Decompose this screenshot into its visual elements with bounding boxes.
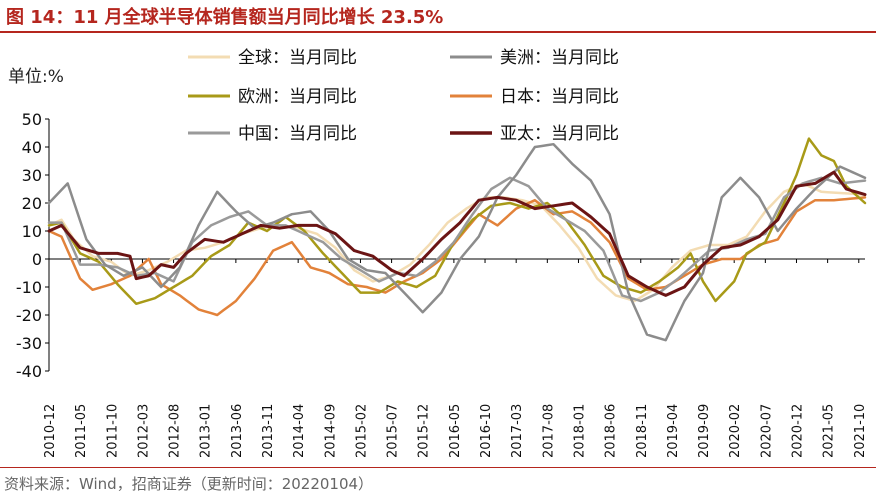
x-tick-label: 2018-11 [635,404,650,458]
y-tick-label: -40 [16,362,42,381]
source-divider [0,467,876,468]
series-line-asia-pacific [47,170,867,297]
title-underline [0,31,876,33]
y-tick-label: 30 [22,166,42,185]
y-tick-label: -10 [16,278,42,297]
y-tick-label: 0 [32,250,42,269]
x-tick-label: 2013-06 [230,404,245,458]
x-tick-label: 2014-04 [292,404,307,458]
x-tick-label: 2013-11 [261,404,276,458]
legend-label-china: 中国：当月同比 [238,124,357,144]
legend-label-global: 全球：当月同比 [238,48,357,68]
source-note: 资料来源：Wind，招商证券（更新时间：20220104） [4,475,374,493]
x-tick-label: 2011-05 [74,404,89,458]
series-line-europe [47,137,867,306]
x-tick-label: 2021-05 [822,404,837,458]
x-tick-label: 2019-09 [697,404,712,458]
legend-label-japan: 日本：当月同比 [500,87,619,107]
legend-label-europe: 欧洲：当月同比 [238,87,357,107]
chart-title: 图 14：11 月全球半导体销售额当月同比增长 23.5% [6,7,444,28]
y-tick-label: 50 [22,110,42,129]
y-tick-label: 40 [22,138,42,157]
x-tick-label: 2021-10 [853,404,868,458]
x-tick-label: 2015-07 [386,404,401,458]
series-line-global [47,182,867,303]
x-tick-label: 2011-10 [105,404,120,458]
y-tick-label: 10 [22,222,42,241]
x-tick-label: 2014-09 [323,404,338,458]
y-tick-label: -20 [16,306,42,325]
y-tick-label: 20 [22,194,42,213]
x-tick-label: 2019-04 [666,404,681,458]
x-tick-label: 2020-07 [759,404,774,458]
line-chart: -40 -30 -20 -10 0 10 20 30 40 50 2010-12 2011-05 201… [16,48,868,458]
y-axis-unit-label: 单位:% [8,67,64,87]
x-tick-label: 2018-01 [572,404,587,458]
x-tick-label: 2012-03 [136,404,151,458]
legend-label-asia-pacific: 亚太：当月同比 [500,124,619,144]
x-tick-label: 2012-08 [168,404,183,458]
x-tick-label: 2016-05 [448,404,463,458]
x-tick-label: 2017-03 [510,404,525,458]
x-tick-label: 2013-01 [199,404,214,458]
x-tick-label: 2020-12 [790,404,805,458]
x-tick-label: 2015-12 [417,404,432,458]
x-tick-label: 2016-10 [479,404,494,458]
x-tick-label: 2020-02 [728,404,743,458]
y-tick-label: -30 [16,334,42,353]
legend-label-americas: 美洲：当月同比 [500,48,619,68]
x-tick-label: 2010-12 [43,404,58,458]
x-tick-label: 2015-02 [354,404,369,458]
x-tick-label: 2018-06 [604,404,619,458]
x-tick-label: 2017-08 [541,404,556,458]
